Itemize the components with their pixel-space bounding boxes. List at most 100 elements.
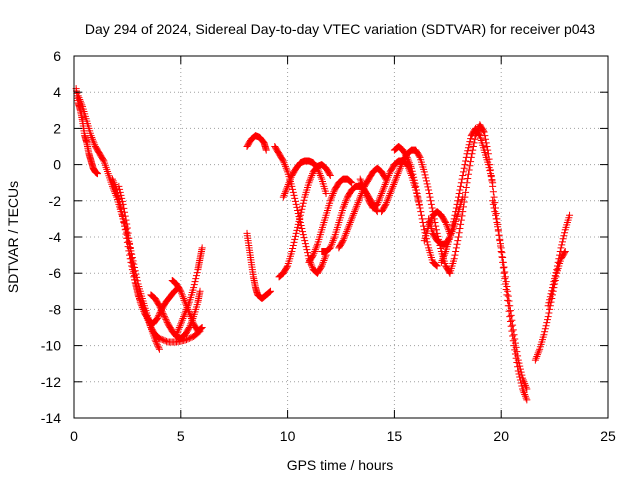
data-point — [446, 233, 454, 241]
data-point — [182, 336, 190, 344]
data-point — [505, 297, 513, 305]
data-point — [341, 199, 349, 207]
data-point — [328, 193, 336, 201]
data-point — [496, 240, 504, 248]
data-point — [190, 284, 198, 292]
data-point — [452, 208, 460, 216]
data-point — [182, 305, 190, 313]
data-point — [450, 255, 458, 263]
data-point — [364, 195, 372, 203]
data-point — [459, 171, 467, 179]
data-point — [126, 251, 134, 259]
data-point — [452, 244, 460, 252]
data-point — [290, 191, 298, 199]
data-point — [378, 188, 386, 196]
data-point — [522, 383, 530, 391]
data-point — [291, 197, 299, 205]
data-point — [119, 200, 127, 208]
data-point — [398, 161, 406, 169]
data-point — [383, 177, 391, 185]
data-point — [297, 222, 305, 230]
data-point — [395, 166, 403, 174]
series-arc-08 — [243, 132, 270, 154]
series-arc-18 — [390, 143, 441, 270]
y-tick-label: -2 — [49, 193, 62, 209]
data-point — [545, 299, 553, 307]
data-point — [481, 132, 489, 140]
data-point — [548, 284, 556, 292]
data-point — [379, 186, 387, 194]
data-point — [352, 204, 360, 212]
data-point — [187, 334, 195, 342]
y-tick-label: -14 — [41, 410, 61, 426]
data-point — [192, 272, 200, 280]
data-point — [89, 137, 97, 145]
data-point — [111, 181, 119, 189]
data-point — [392, 175, 400, 183]
data-point — [329, 190, 337, 198]
data-point — [558, 241, 566, 249]
data-point — [133, 286, 141, 294]
data-point — [134, 289, 142, 297]
data-point — [544, 313, 552, 321]
data-point — [441, 217, 449, 225]
data-point — [312, 244, 320, 252]
data-point — [390, 181, 398, 189]
data-point — [114, 192, 122, 200]
data-point — [328, 240, 336, 248]
data-point — [520, 389, 528, 397]
data-point — [541, 328, 549, 336]
data-point — [375, 195, 383, 203]
data-point — [504, 292, 512, 300]
data-point — [397, 162, 405, 170]
data-point — [388, 186, 396, 194]
data-point — [523, 385, 531, 393]
data-point — [342, 197, 350, 205]
data-point — [120, 204, 128, 212]
data-point — [489, 200, 497, 208]
data-point — [117, 191, 125, 199]
data-point — [464, 174, 472, 182]
data-point — [499, 254, 507, 262]
data-point — [491, 208, 499, 216]
data-point — [186, 322, 194, 330]
data-point — [124, 229, 132, 237]
data-point — [486, 161, 494, 169]
data-point — [535, 347, 543, 355]
data-point — [288, 247, 296, 255]
data-point — [438, 257, 446, 265]
data-point — [327, 195, 335, 203]
y-tick-label: -6 — [49, 265, 62, 281]
data-point — [289, 244, 297, 252]
data-point — [447, 227, 455, 235]
series-arc-07 — [173, 244, 206, 339]
data-point — [158, 336, 166, 344]
data-point — [192, 275, 200, 283]
data-point — [175, 325, 183, 333]
data-point — [116, 198, 124, 206]
data-point — [138, 302, 146, 310]
series-arc-13 — [305, 175, 356, 266]
data-point — [306, 175, 314, 183]
data-point — [462, 184, 470, 192]
data-point — [373, 200, 381, 208]
data-point — [501, 268, 509, 276]
data-point — [454, 237, 462, 245]
data-point — [339, 204, 347, 212]
data-point — [298, 205, 306, 213]
data-point — [424, 183, 432, 191]
data-point — [405, 157, 413, 165]
data-point — [341, 231, 349, 239]
data-point — [128, 259, 136, 267]
data-point — [130, 267, 138, 275]
y-tick-label: -10 — [41, 338, 61, 354]
data-point — [184, 335, 192, 343]
data-point — [566, 211, 574, 219]
data-point — [198, 244, 206, 252]
data-point — [458, 212, 466, 220]
series-arc-25 — [544, 211, 574, 310]
data-point — [363, 191, 371, 199]
data-point — [423, 238, 431, 246]
data-point — [407, 164, 415, 172]
data-point — [108, 175, 116, 183]
